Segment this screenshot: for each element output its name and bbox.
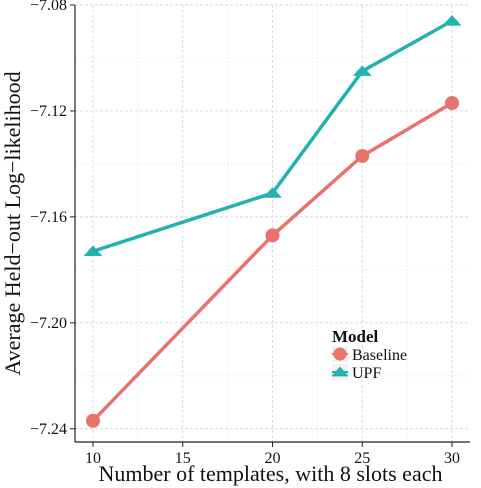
data-point-upf — [442, 15, 462, 26]
legend-title: Model — [332, 327, 379, 346]
data-point-baseline — [355, 148, 370, 163]
data-point-upf — [83, 245, 103, 257]
data-point-upf — [352, 65, 372, 76]
series-line-baseline — [91, 101, 454, 423]
y-tick-label: −7.24 — [30, 421, 67, 438]
series-layer — [83, 15, 462, 428]
labels-layer: Number of templates, with 8 slots each A… — [0, 71, 442, 486]
x-axis-title: Number of templates, with 8 slots each — [99, 461, 443, 486]
axes-layer: 10 15 20 25 30 −7.24 −7.20 −7.16 −7.12 −7.08 — [30, 0, 470, 467]
data-point-baseline — [85, 413, 100, 428]
x-tick-label: 30 — [444, 450, 460, 467]
y-tick-label: −7.20 — [30, 315, 67, 332]
x-tick-label: 25 — [354, 450, 370, 467]
data-point-baseline — [265, 228, 280, 243]
series-line-upf — [91, 19, 454, 254]
legend-label-upf: UPF — [352, 365, 381, 382]
legend-label-baseline: Baseline — [352, 347, 407, 364]
legend-marker-upf — [331, 366, 349, 377]
y-tick-label: −7.12 — [30, 103, 67, 120]
legend-item-baseline — [332, 346, 348, 362]
x-tick-label: 15 — [175, 450, 191, 467]
y-tick-label: −7.16 — [30, 209, 67, 226]
data-point-upf — [263, 187, 282, 198]
data-point-baseline — [445, 95, 460, 110]
y-tick-label: −7.08 — [30, 0, 67, 14]
legend-item-upf — [331, 364, 349, 380]
x-tick-label: 20 — [265, 450, 281, 467]
y-axis-title: Average Held−out Log−likelihood — [0, 71, 25, 375]
legend: Model Baseline UPF — [331, 327, 407, 382]
x-tick-label: 10 — [85, 450, 101, 467]
